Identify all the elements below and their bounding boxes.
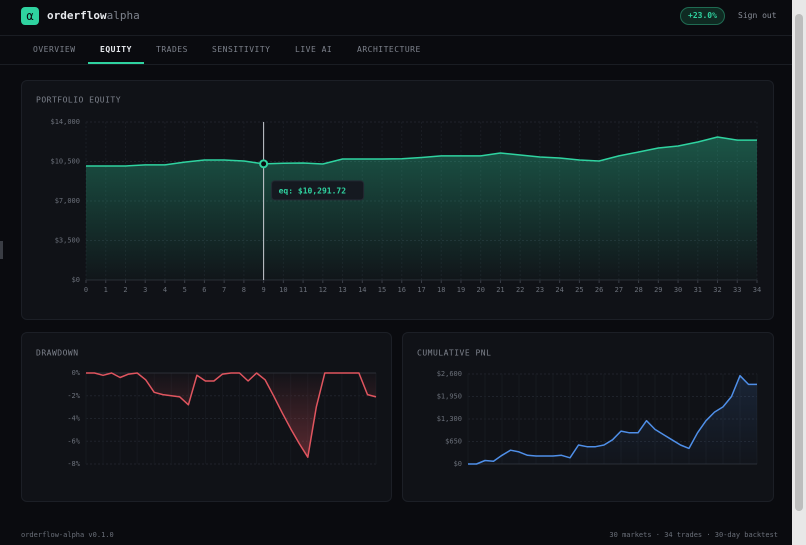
y-tick-label: -2% [67,392,80,400]
x-tick-label: 15 [378,286,386,294]
y-tick-label: $3,500 [55,237,80,245]
x-tick-label: 21 [496,286,504,294]
logo: α [21,7,39,25]
x-tick-label: 10 [279,286,287,294]
side-handle [0,241,3,259]
x-tick-label: 7 [222,286,226,294]
y-tick-label: $10,500 [50,158,80,166]
chart: PORTFOLIO EQUITY $0 $3,500 $7,000 $10,500 $14… [36,96,761,295]
y-tick-label: $1,300 [437,415,462,423]
area [468,375,757,464]
x-tick-label: 28 [634,286,642,294]
x-tick-label: 18 [437,286,445,294]
x-tick-label: 13 [338,286,346,294]
y-tick-label: $7,000 [55,197,80,205]
line [86,136,757,167]
y-tick-label: -8% [67,460,80,468]
y-tick-label: $1,950 [437,393,462,401]
x-tick-label: 27 [615,286,623,294]
nav-tab[interactable]: LIVE AI [295,45,333,54]
y-tick-label: $0 [72,276,80,284]
equity-panel: PORTFOLIO EQUITY $0 $3,500 $7,000 $10,500 $14… [21,80,774,320]
active-underline [88,62,144,64]
nav-tab[interactable]: SENSITIVITY [212,45,271,54]
return-badge: +23.0% [680,7,725,25]
version: orderflow-alpha v0.1.0 [21,531,114,539]
panel-title: CUMULATIVE PNL [417,349,491,358]
nav-tab[interactable]: TRADES [156,45,188,54]
x-tick-label: 0 [84,286,88,294]
drawdown-panel: DRAWDOWN 0% -2% -4% -6% -8% [21,332,392,502]
x-tick-label: 9 [262,286,266,294]
y-tick-label: -6% [67,437,80,445]
nav: OVERVIEW EQUITY TRADES SENSITIVITY LIVE AI AR… [0,36,792,65]
x-tick-label: 1 [104,286,108,294]
brand-suffix: alpha [106,9,140,22]
nav-tab[interactable]: EQUITY [100,45,132,54]
area [86,373,376,458]
y-tick-label: -4% [67,415,80,423]
x-tick-label: 19 [457,286,465,294]
scrollbar-thumb[interactable] [795,14,803,511]
brand-name: orderflow [47,9,107,22]
x-tick-label: 25 [575,286,583,294]
pnl-panel: CUMULATIVE PNL $0 $650 $1,300 $1,950 $2,600 [402,332,774,502]
y-tick-label: $2,600 [437,370,462,378]
x-tick-label: 16 [398,286,406,294]
x-tick-label: 20 [476,286,484,294]
header: α orderflowalpha +23.0% Sign out [0,0,792,36]
x-tick-label: 29 [654,286,662,294]
nav-tab[interactable]: OVERVIEW [33,45,76,54]
line [86,372,377,458]
area [86,137,757,280]
x-tick-label: 11 [299,286,307,294]
y-tick-label: $0 [454,460,462,468]
y-tick-label: $650 [445,438,462,446]
x-tick-label: 23 [536,286,544,294]
x-tick-label: 31 [694,286,702,294]
x-tick-label: 3 [143,286,147,294]
stats: 30 markets · 34 trades · 30-day backtest [609,531,778,539]
hover-point [259,159,269,169]
x-tick-label: 5 [183,286,187,294]
x-tick-label: 26 [595,286,603,294]
x-tick-label: 33 [733,286,741,294]
y-tick-label: $14,000 [50,118,80,126]
x-tick-label: 12 [319,286,327,294]
x-tick-label: 8 [242,286,246,294]
x-tick-label: 22 [516,286,524,294]
x-tick-label: 17 [417,286,425,294]
x-tick-label: 4 [163,286,167,294]
x-tick-label: 2 [123,286,127,294]
panel-title: DRAWDOWN [36,349,79,358]
chart: DRAWDOWN 0% -2% -4% -6% -8% [36,349,377,468]
x-tick-label: 30 [674,286,682,294]
line [468,374,757,465]
tooltip-box [271,180,365,201]
x-tick-label: 14 [358,286,366,294]
x-tick-label: 34 [753,286,761,294]
chart: CUMULATIVE PNL $0 $650 $1,300 $1,950 $2,600 [417,349,758,468]
brand[interactable]: orderflowalpha [47,9,140,22]
x-tick-label: 6 [202,286,206,294]
nav-tab[interactable]: ARCHITECTURE [357,45,421,54]
y-tick-label: 0% [72,369,81,377]
x-tick-label: 32 [713,286,721,294]
panel-title: PORTFOLIO EQUITY [36,96,121,105]
x-tick-label: 24 [555,286,563,294]
sign-out[interactable]: Sign out [738,11,777,20]
tooltip: eq: $10,291.72 [279,186,347,195]
